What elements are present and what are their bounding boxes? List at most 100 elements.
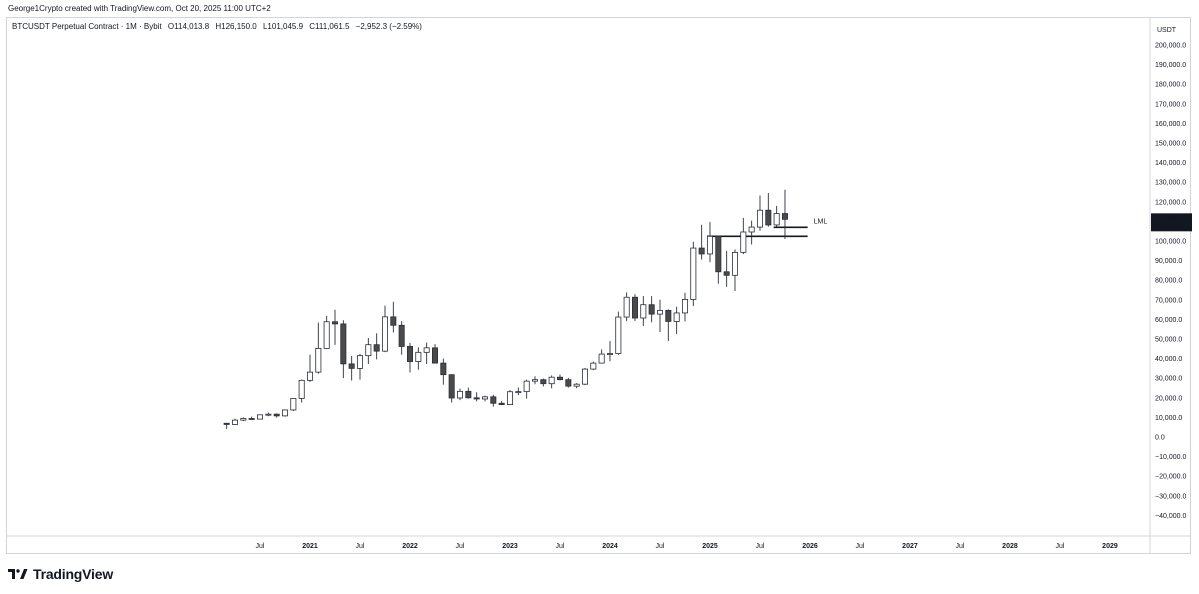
- candle-body-down: [465, 390, 472, 399]
- candle-body-up: [290, 397, 297, 411]
- time-tick-label: 2024: [602, 543, 618, 550]
- candle[interactable]: [623, 292, 630, 322]
- candle[interactable]: [665, 309, 672, 341]
- candle[interactable]: [548, 375, 555, 389]
- candle[interactable]: [756, 195, 763, 231]
- candle[interactable]: [248, 416, 255, 420]
- candle-body-down: [448, 374, 455, 399]
- candle[interactable]: [723, 250, 730, 287]
- candle[interactable]: [356, 353, 363, 380]
- candle-body-up: [606, 353, 613, 355]
- candle[interactable]: [581, 368, 588, 385]
- tradingview-logo-icon: [8, 569, 28, 579]
- candle[interactable]: [232, 418, 239, 425]
- candle[interactable]: [740, 217, 747, 255]
- price-tick-label: 200,000.0: [1155, 43, 1186, 50]
- candle-body-down: [248, 418, 255, 420]
- candle[interactable]: [273, 413, 280, 418]
- candle[interactable]: [306, 354, 313, 382]
- candle[interactable]: [748, 220, 755, 245]
- price-tick-label: 40,000.0: [1155, 356, 1182, 363]
- candle-body-down: [723, 271, 730, 276]
- last-price-badge: [1151, 213, 1192, 232]
- candle[interactable]: [556, 374, 563, 381]
- candle-body-up: [298, 379, 305, 399]
- candle-body-down: [373, 344, 380, 352]
- candle[interactable]: [765, 192, 772, 227]
- chart-credit: George1Crypto created with TradingView.c…: [8, 4, 271, 13]
- candle[interactable]: [565, 377, 572, 388]
- candle[interactable]: [465, 387, 472, 399]
- candle[interactable]: [598, 349, 605, 364]
- price-tick-label: 130,000.0: [1155, 180, 1186, 187]
- candle[interactable]: [606, 341, 613, 362]
- candle[interactable]: [282, 409, 289, 417]
- candle[interactable]: [348, 356, 355, 381]
- candle[interactable]: [498, 400, 505, 406]
- candle[interactable]: [265, 412, 272, 417]
- candle[interactable]: [448, 374, 455, 403]
- candle[interactable]: [698, 224, 705, 260]
- candle-body-up: [740, 231, 747, 253]
- candle[interactable]: [706, 222, 713, 263]
- candle[interactable]: [373, 333, 380, 360]
- candle[interactable]: [715, 235, 722, 284]
- candle[interactable]: [381, 305, 388, 353]
- candle[interactable]: [523, 379, 530, 399]
- candle[interactable]: [506, 390, 513, 405]
- candle[interactable]: [731, 249, 738, 291]
- candle[interactable]: [406, 342, 413, 373]
- candle[interactable]: [631, 294, 638, 321]
- candle-body-up: [381, 316, 388, 352]
- candle[interactable]: [590, 361, 597, 371]
- candle[interactable]: [365, 338, 372, 364]
- candle[interactable]: [323, 315, 330, 349]
- candle[interactable]: [331, 309, 338, 345]
- candle[interactable]: [656, 299, 663, 333]
- candle-body-down: [331, 321, 338, 325]
- time-tick-label: Jul: [955, 543, 964, 550]
- time-tick-label: 2029: [1102, 543, 1118, 550]
- candle[interactable]: [440, 358, 447, 385]
- candle[interactable]: [431, 344, 438, 364]
- time-tick-label: Jul: [256, 543, 265, 550]
- candle[interactable]: [540, 378, 547, 387]
- candle[interactable]: [615, 311, 622, 355]
- candle[interactable]: [773, 205, 780, 227]
- candle[interactable]: [690, 241, 697, 307]
- legend-open: O114,013.8: [167, 22, 210, 31]
- candle-body-up: [681, 299, 688, 314]
- candle[interactable]: [398, 321, 405, 355]
- candle[interactable]: [681, 292, 688, 322]
- candle-body-up: [590, 362, 597, 370]
- candle-body-down: [223, 422, 230, 425]
- candle[interactable]: [315, 322, 322, 374]
- candle[interactable]: [223, 422, 230, 430]
- candle[interactable]: [415, 347, 422, 370]
- candle[interactable]: [673, 306, 680, 335]
- candle[interactable]: [481, 395, 488, 402]
- candle[interactable]: [640, 296, 647, 327]
- candle[interactable]: [515, 387, 522, 396]
- candle[interactable]: [290, 397, 297, 412]
- candle[interactable]: [257, 414, 264, 420]
- legend-low: L101,045.9: [262, 22, 304, 31]
- candle[interactable]: [240, 417, 247, 422]
- price-tick-label: 150,000.0: [1155, 141, 1186, 148]
- candle[interactable]: [390, 301, 397, 333]
- candle[interactable]: [531, 376, 538, 385]
- candle-body-down: [715, 235, 722, 273]
- legend-high: H126,150.0: [215, 22, 257, 31]
- candle[interactable]: [340, 320, 347, 379]
- candle[interactable]: [298, 379, 305, 403]
- candle[interactable]: [456, 388, 463, 401]
- candle[interactable]: [423, 342, 430, 365]
- candle-body-up: [523, 380, 530, 393]
- tradingview-brand[interactable]: TradingView: [8, 566, 113, 582]
- candle[interactable]: [648, 296, 655, 323]
- candle[interactable]: [490, 394, 497, 407]
- candle[interactable]: [473, 392, 480, 402]
- candle[interactable]: [781, 189, 788, 239]
- candle[interactable]: [573, 383, 580, 389]
